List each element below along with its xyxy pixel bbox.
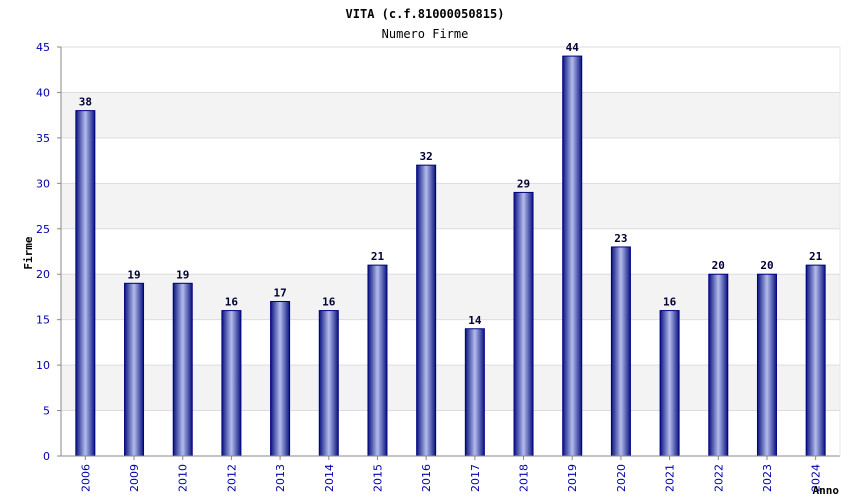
data-label: 20 <box>760 259 773 272</box>
bar-2019 <box>562 55 583 457</box>
data-label: 38 <box>79 96 92 109</box>
bar-2023 <box>756 273 777 457</box>
bar-2020 <box>610 246 631 457</box>
y-tick-label: 40 <box>36 86 50 99</box>
y-tick-labels: 0 5 10 15 20 25 30 35 40 45 <box>36 41 50 463</box>
data-label: 21 <box>809 250 823 263</box>
bar-2022 <box>708 273 729 457</box>
x-tick-label: 2015 <box>371 464 384 492</box>
data-label: 44 <box>566 41 580 54</box>
x-tick-label: 2009 <box>128 464 141 492</box>
bar-2012 <box>221 310 242 457</box>
y-tick-label: 15 <box>36 314 50 327</box>
y-tick-label: 10 <box>36 359 50 372</box>
y-axis-label: Firme <box>22 236 35 269</box>
bar-2014 <box>318 310 339 457</box>
x-tick-label: 2010 <box>177 464 190 492</box>
x-tick-label: 2013 <box>274 464 287 492</box>
bar-2016 <box>416 164 437 457</box>
x-axis-label: Anno <box>813 484 840 497</box>
y-tick-label: 0 <box>43 450 50 463</box>
x-tick-label: 2022 <box>712 464 725 492</box>
data-label: 16 <box>322 296 336 309</box>
bar-2013 <box>270 300 291 457</box>
data-labels: 38 19 19 16 17 16 21 32 14 29 44 23 16 20 20 21 <box>79 41 823 327</box>
bar-2017 <box>464 328 485 457</box>
bar-2024 <box>805 264 826 457</box>
data-label: 19 <box>127 268 140 281</box>
x-tick-label: 2024 <box>810 464 823 492</box>
data-label: 21 <box>371 250 385 263</box>
data-label: 16 <box>663 296 677 309</box>
x-tick-label: 2017 <box>469 464 482 492</box>
plot-band <box>61 92 840 138</box>
x-tick-label: 2014 <box>323 464 336 492</box>
x-tick-labels: 2006 2009 2010 2012 2013 2014 2015 2016 2017 2018… <box>79 464 822 492</box>
data-label: 17 <box>273 286 286 299</box>
x-tick-label: 2012 <box>225 464 238 492</box>
data-label: 14 <box>468 314 482 327</box>
chart-subtitle: Numero Firme <box>382 27 469 41</box>
data-label: 16 <box>225 296 239 309</box>
bar-2009 <box>124 282 145 457</box>
y-tick-label: 35 <box>36 132 50 145</box>
x-tick-label: 2018 <box>518 464 531 492</box>
chart-title: VITA (c.f.81000050815) <box>346 7 505 21</box>
y-tick-label: 20 <box>36 268 50 281</box>
data-label: 19 <box>176 268 189 281</box>
x-tick-label: 2021 <box>664 464 677 492</box>
data-label: 29 <box>517 177 530 190</box>
x-tick-label: 2019 <box>566 464 579 492</box>
y-tick-label: 5 <box>43 405 50 418</box>
bars <box>75 55 826 457</box>
plot-band <box>61 183 840 229</box>
axes <box>57 46 841 460</box>
bar-2021 <box>659 310 680 457</box>
data-label: 32 <box>420 150 433 163</box>
data-label: 23 <box>614 232 627 245</box>
x-tick-label: 2020 <box>615 464 628 492</box>
y-tick-label: 45 <box>36 41 50 54</box>
bar-2015 <box>367 264 388 457</box>
data-label: 20 <box>712 259 725 272</box>
bar-2006 <box>75 110 96 457</box>
y-tick-label: 30 <box>36 177 50 190</box>
x-tick-label: 2016 <box>420 464 433 492</box>
y-tick-label: 25 <box>36 223 50 236</box>
bar-2018 <box>513 191 534 457</box>
bar-2010 <box>172 282 193 457</box>
x-tick-label: 2023 <box>761 464 774 492</box>
x-tick-label: 2006 <box>79 464 92 492</box>
